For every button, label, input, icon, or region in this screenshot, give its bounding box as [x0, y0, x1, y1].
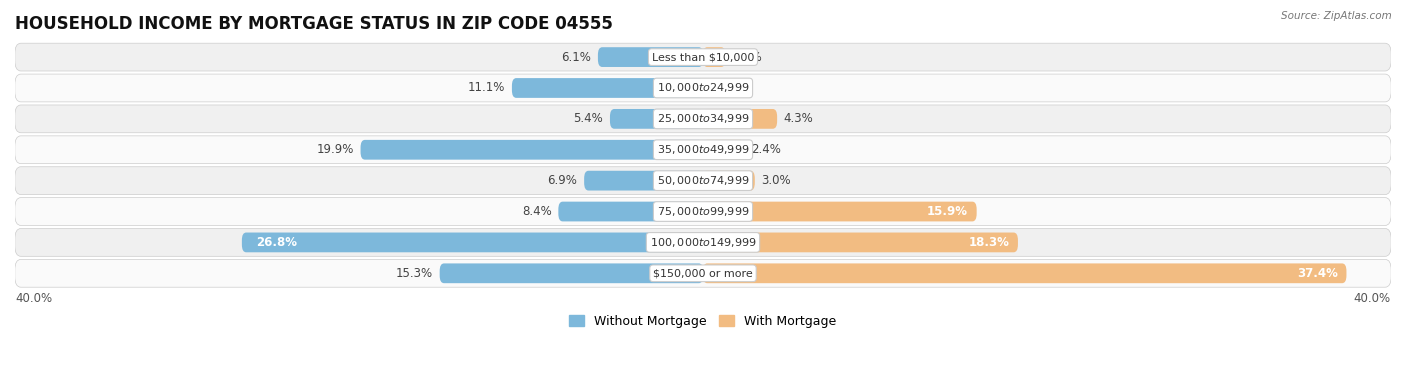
Text: Less than $10,000: Less than $10,000 — [652, 52, 754, 62]
FancyBboxPatch shape — [360, 140, 703, 159]
FancyBboxPatch shape — [703, 264, 1347, 283]
Text: $100,000 to $149,999: $100,000 to $149,999 — [650, 236, 756, 249]
Text: 3.0%: 3.0% — [762, 174, 792, 187]
FancyBboxPatch shape — [242, 233, 703, 252]
Text: 19.9%: 19.9% — [316, 143, 354, 156]
Text: 2.4%: 2.4% — [751, 143, 782, 156]
FancyBboxPatch shape — [583, 171, 703, 190]
FancyBboxPatch shape — [15, 105, 1391, 133]
FancyBboxPatch shape — [703, 47, 725, 67]
FancyBboxPatch shape — [15, 167, 1391, 195]
FancyBboxPatch shape — [440, 264, 703, 283]
Text: 8.4%: 8.4% — [522, 205, 551, 218]
Text: 6.1%: 6.1% — [561, 51, 591, 64]
Text: 1.3%: 1.3% — [733, 51, 762, 64]
Text: 15.9%: 15.9% — [927, 205, 967, 218]
FancyBboxPatch shape — [703, 202, 977, 221]
Text: HOUSEHOLD INCOME BY MORTGAGE STATUS IN ZIP CODE 04555: HOUSEHOLD INCOME BY MORTGAGE STATUS IN Z… — [15, 15, 613, 33]
Legend: Without Mortgage, With Mortgage: Without Mortgage, With Mortgage — [564, 310, 842, 333]
Text: $25,000 to $34,999: $25,000 to $34,999 — [657, 112, 749, 126]
Text: 18.3%: 18.3% — [969, 236, 1010, 249]
Text: 5.4%: 5.4% — [574, 112, 603, 126]
FancyBboxPatch shape — [703, 233, 1018, 252]
FancyBboxPatch shape — [703, 171, 755, 190]
FancyBboxPatch shape — [15, 43, 1391, 71]
FancyBboxPatch shape — [598, 47, 703, 67]
Text: $150,000 or more: $150,000 or more — [654, 268, 752, 278]
FancyBboxPatch shape — [703, 109, 778, 129]
Text: 6.9%: 6.9% — [547, 174, 578, 187]
Text: $50,000 to $74,999: $50,000 to $74,999 — [657, 174, 749, 187]
Text: 26.8%: 26.8% — [256, 236, 297, 249]
Text: 40.0%: 40.0% — [15, 293, 52, 305]
FancyBboxPatch shape — [558, 202, 703, 221]
Text: 40.0%: 40.0% — [1354, 293, 1391, 305]
Text: 0.0%: 0.0% — [710, 81, 740, 95]
FancyBboxPatch shape — [15, 198, 1391, 225]
FancyBboxPatch shape — [15, 228, 1391, 256]
FancyBboxPatch shape — [15, 136, 1391, 164]
FancyBboxPatch shape — [703, 140, 744, 159]
Text: $35,000 to $49,999: $35,000 to $49,999 — [657, 143, 749, 156]
Text: 4.3%: 4.3% — [783, 112, 814, 126]
Text: $10,000 to $24,999: $10,000 to $24,999 — [657, 81, 749, 95]
Text: $75,000 to $99,999: $75,000 to $99,999 — [657, 205, 749, 218]
Text: 11.1%: 11.1% — [468, 81, 505, 95]
FancyBboxPatch shape — [15, 74, 1391, 102]
Text: 37.4%: 37.4% — [1296, 267, 1337, 280]
Text: Source: ZipAtlas.com: Source: ZipAtlas.com — [1281, 11, 1392, 21]
FancyBboxPatch shape — [15, 259, 1391, 287]
FancyBboxPatch shape — [610, 109, 703, 129]
FancyBboxPatch shape — [512, 78, 703, 98]
Text: 15.3%: 15.3% — [396, 267, 433, 280]
